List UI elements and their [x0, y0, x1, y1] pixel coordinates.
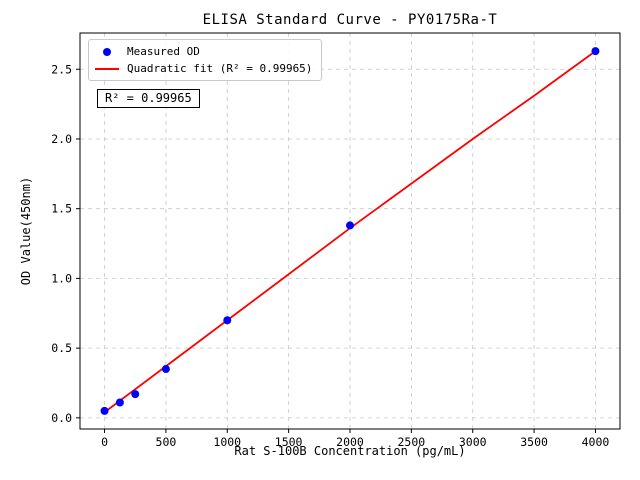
measured-od-point	[223, 316, 232, 325]
legend-item-measured-od: Measured OD	[95, 45, 312, 58]
legend-label-measured-od: Measured OD	[127, 45, 200, 58]
x-tick-label: 1000	[213, 435, 241, 449]
y-tick-label: 0.5	[51, 341, 72, 355]
x-tick-label: 0	[101, 435, 108, 449]
y-tick-label: 1.5	[51, 202, 72, 216]
x-tick-label: 4000	[582, 435, 610, 449]
legend-item-quadratic-fit: Quadratic fit (R² = 0.99965)	[95, 62, 312, 75]
measured-od-point	[100, 406, 109, 415]
measured-od-point	[131, 390, 140, 399]
legend-swatch	[95, 67, 119, 70]
x-tick-label: 3000	[459, 435, 487, 449]
x-axis-label: Rat S-100B Concentration (pg/mL)	[234, 444, 466, 458]
measured-od-point	[346, 221, 354, 230]
legend-label-quadratic-fit: Quadratic fit (R² = 0.99965)	[127, 62, 313, 75]
x-tick-label: 1500	[275, 435, 303, 449]
x-tick-label: 2500	[398, 435, 426, 449]
x-tick-label: 3500	[520, 435, 548, 449]
x-tick-label: 2000	[336, 435, 364, 449]
y-tick-label: 0.0	[51, 411, 72, 425]
measured-od-point	[591, 47, 600, 56]
r-squared-annotation: R² = 0.99965	[97, 89, 200, 108]
y-axis-label: OD Value(450nm)	[19, 176, 33, 286]
scatter-marker-icon	[103, 47, 111, 56]
y-tick-label: 2.0	[51, 132, 72, 146]
legend: Measured OD Quadratic fit (R² = 0.99965)	[88, 39, 323, 81]
y-tick-label: 2.5	[51, 62, 72, 76]
chart-title: ELISA Standard Curve - PY0175Ra-T	[202, 12, 498, 28]
fit-line-icon	[95, 67, 119, 70]
measured-od-point	[161, 365, 170, 374]
y-tick-label: 1.0	[51, 271, 72, 285]
x-tick-label: 500	[156, 435, 177, 449]
measured-od-point	[115, 398, 124, 407]
legend-swatch	[95, 47, 119, 56]
